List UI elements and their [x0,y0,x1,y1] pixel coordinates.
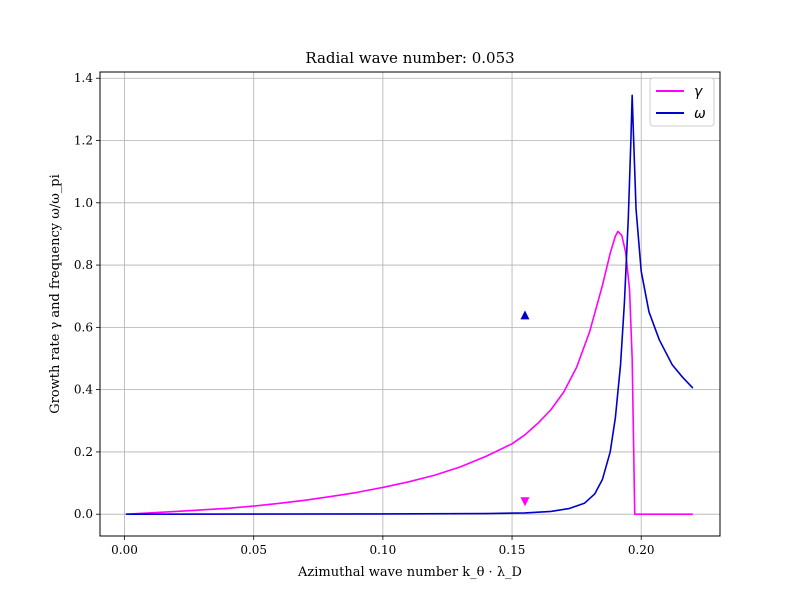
y-tick-label: 1.0 [74,196,93,210]
x-tick-label: 0.10 [370,543,397,557]
x-axis-ticks: 0.00 0.05 0.10 0.15 0.20 [111,536,655,557]
y-tick-label: 0.4 [74,383,93,397]
x-tick-label: 0.15 [499,543,526,557]
series-lines [125,94,694,515]
x-tick-label: 0.20 [628,543,655,557]
markers [520,310,530,507]
y-tick-label: 0.8 [74,258,93,272]
series-line-gamma [125,230,693,515]
y-axis-label: Growth rate γ and frequency ω/ω_pi [48,174,63,414]
y-tick-label: 0.0 [74,507,93,521]
series-line-omega [125,94,694,515]
legend-label-gamma: γ [694,84,703,100]
y-tick-label: 1.4 [74,71,93,85]
x-axis-label: Azimuthal wave number k_θ · λ_D [297,565,522,580]
y-tick-label: 1.2 [74,134,93,148]
plot-area-frame [99,71,721,537]
y-tick-label: 0.6 [74,320,93,334]
chart-title: Radial wave number: 0.053 [305,49,514,67]
marker-triangle-up [520,310,530,320]
y-axis-ticks: 0.0 0.2 0.4 0.6 0.8 1.0 1.2 1.4 [74,71,100,521]
y-tick-label: 0.2 [74,445,93,459]
marker-triangle-down [520,497,530,507]
legend-label-omega: ω [694,106,706,122]
legend: γ ω [649,77,715,127]
x-tick-label: 0.00 [111,543,138,557]
grid-lines [100,72,720,536]
x-tick-label: 0.05 [240,543,267,557]
